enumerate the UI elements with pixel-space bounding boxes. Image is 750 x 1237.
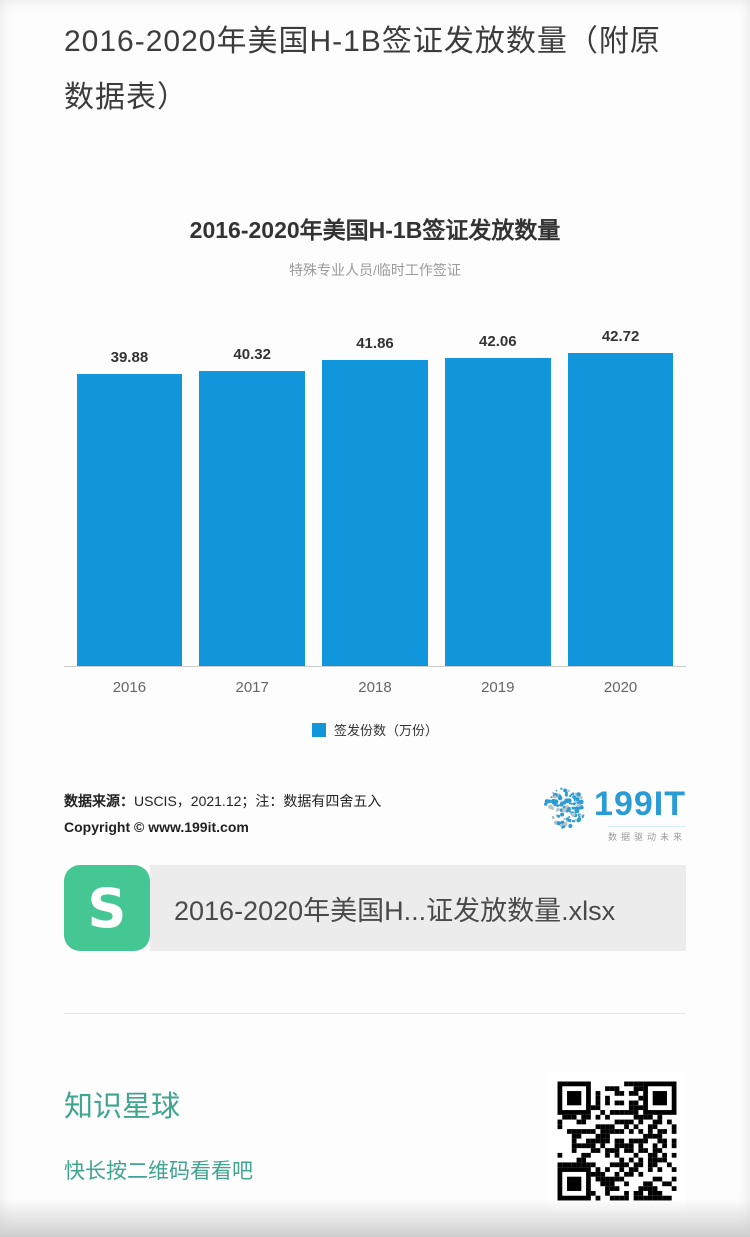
x-axis-label: 2017 [235,679,269,696]
logo-tagline: 数据驱动未来 [607,826,686,843]
bar [76,374,183,666]
data-source-label: 数据来源： [64,793,134,809]
x-axis-label: 2020 [603,679,638,696]
bar [567,353,674,666]
chart-title: 2016-2020年美国H-1B签证发放数量 [189,217,561,243]
attachment-body: 2016-2020年美国H...证发放数量.xlsx [150,865,686,951]
bar-value-label: 41.86 [356,335,394,352]
promo-section: 知识星球 快长按二维码看看吧 [64,1022,686,1210]
promo-brand: 知识星球 [64,1091,181,1123]
bar-chart: 39.88 40.32 41.86 42.06 42.72 [64,314,686,667]
199it-logo: 199IT 数据驱动未来 [542,785,686,843]
chart-card: 2016-2020年美国H-1B签证发放数量 特殊专业人员/临时工作签证 39.… [64,214,686,843]
bar-column: 42.72 [559,328,682,666]
bar-value-label: 42.72 [601,328,640,345]
page-title: 2016-2020年美国H-1B签证发放数量（附原数据表） [64,25,661,114]
logo-text: 199IT [594,785,686,823]
bar-column: 40.32 [191,346,314,666]
spreadsheet-icon-letter: S [87,876,127,940]
bar-column: 41.86 [314,335,437,666]
chart-subtitle: 特殊专业人员/临时工作签证 [289,262,461,278]
bar [199,371,305,666]
promo-text-block: 知识星球 快长按二维码看看吧 [64,1068,253,1210]
source-block: 数据来源：USCIS，2021.12；注：数据有四舍五入 Copyright ©… [64,791,381,835]
legend-label: 签发份数（万份） [333,723,438,738]
x-axis-label: 2016 [112,679,147,696]
bar-value-label: 39.88 [110,349,149,366]
data-source: 数据来源：USCIS，2021.12；注：数据有四舍五入 [64,791,381,811]
bar-value-label: 40.32 [233,346,271,363]
legend-swatch [311,722,326,737]
chart-footer: 数据来源：USCIS，2021.12；注：数据有四舍五入 Copyright ©… [64,785,686,843]
data-source-value: USCIS，2021.12；注：数据有四舍五入 [134,793,382,809]
promo-prompt: 快长按二维码看看吧 [64,1160,253,1183]
bottom-fade [0,1199,750,1237]
attachment-row[interactable]: S 2016-2020年美国H...证发放数量.xlsx [64,865,686,951]
bar [444,358,551,666]
chart-legend: 签发份数（万份） [64,720,686,739]
bar [322,360,428,666]
x-axis-label: 2019 [481,679,515,696]
attachment-filename: 2016-2020年美国H...证发放数量.xlsx [174,895,616,926]
bar-column: 42.06 [436,333,559,666]
divider [64,1013,686,1014]
bar-column: 39.88 [68,349,191,666]
copyright: Copyright © www.199it.com [64,819,249,835]
x-axis-label: 2018 [358,679,392,696]
spreadsheet-file-icon: S [64,865,150,951]
bar-value-label: 42.06 [479,333,517,350]
qr-code [548,1072,686,1210]
logo-globe-icon [542,785,588,836]
x-axis: 2016 2017 2018 2019 2020 [64,667,686,696]
